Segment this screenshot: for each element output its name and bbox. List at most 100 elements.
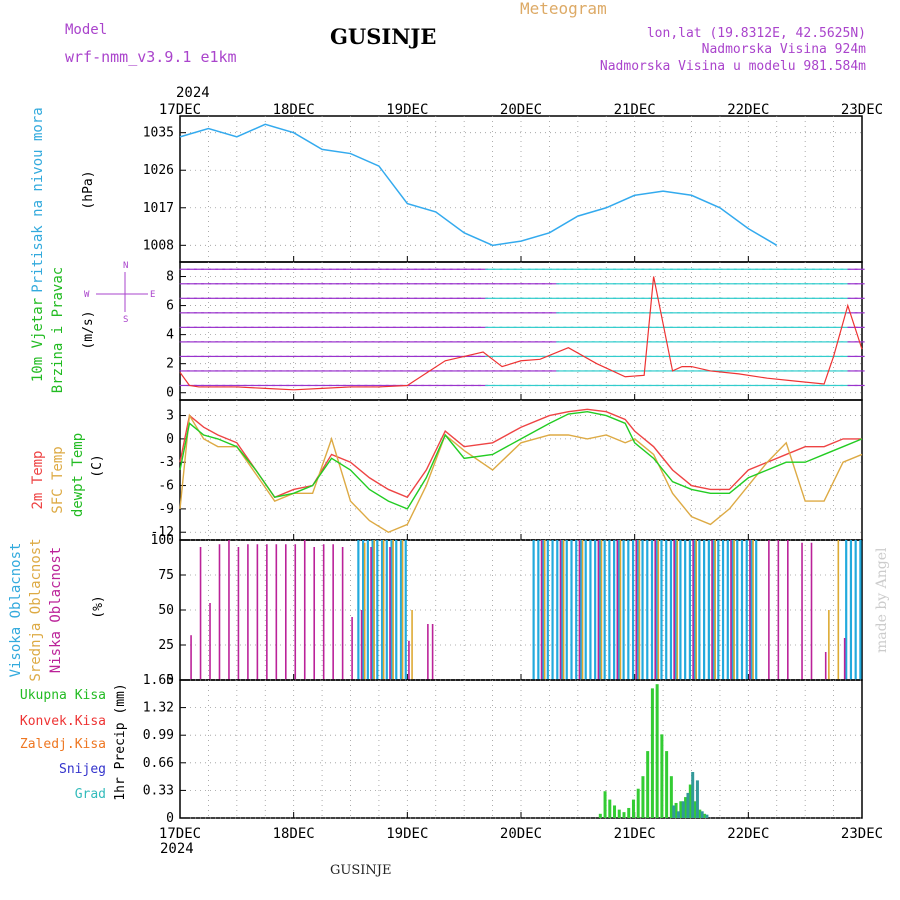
y-tick-label: 0.66 <box>143 756 174 771</box>
precip-bar <box>688 784 692 818</box>
precip-bar <box>669 776 673 818</box>
footer-station: GUSINJE <box>330 863 391 878</box>
y-tick-label: 1026 <box>143 163 174 178</box>
date-label-top: 21DEC <box>614 102 656 118</box>
precip-bar <box>622 812 626 818</box>
legend-konvek: Konvek.Kisa <box>20 714 106 729</box>
lonlat-text: lon,lat (19.8312E, 42.5625N) <box>647 26 866 41</box>
legend-ukupna: Ukupna Kisa <box>20 688 106 703</box>
precip-legend: Ukupna Kisa Konvek.Kisa Zaledj.Kisa Snij… <box>20 688 106 802</box>
precip-bar <box>627 807 631 818</box>
y-tick-label: -6 <box>158 479 174 494</box>
wind-label: 10m Vjetar <box>30 298 46 382</box>
wind-unit: (m/s) <box>81 310 96 349</box>
panel-frame <box>179 115 863 263</box>
y-tick-label: 1017 <box>143 201 174 216</box>
station-title: GUSINJE <box>330 24 436 49</box>
precip-bar <box>598 813 602 818</box>
precip-bar <box>703 813 707 818</box>
dewpt-label: dewpt Temp <box>70 433 86 517</box>
precip-bar <box>691 772 695 818</box>
pressure-panel: 1008 1017 1026 1035 <box>143 115 863 263</box>
cloudiness-panel: 0 25 50 75 100 <box>151 533 863 688</box>
y-tick-label: 0 <box>166 673 174 688</box>
wind-panel: 0 2 4 6 8 <box>166 261 865 401</box>
precip-bar <box>695 780 699 818</box>
precip-bar <box>655 684 659 818</box>
precip-bar <box>684 797 688 818</box>
date-label-bottom: 18DEC <box>273 826 315 842</box>
y-tick-label: -9 <box>158 502 174 517</box>
precip-bar <box>641 776 645 818</box>
y-tick-label: 0 <box>166 386 174 401</box>
cloud-low-label: Niska Oblacnost <box>48 547 64 673</box>
y-tick-label: 1035 <box>143 126 174 141</box>
legend-south: S <box>123 315 128 325</box>
date-label-top: 17DEC <box>159 102 201 118</box>
legend-grad: Grad <box>75 787 106 802</box>
y-tick-label: 0.99 <box>143 728 174 743</box>
legend-snijeg: Snijeg <box>59 762 106 777</box>
precip-bar <box>613 805 617 818</box>
precip-bar <box>698 809 702 818</box>
y-tick-label: 2 <box>166 357 174 372</box>
precip-bar <box>636 788 640 818</box>
temp-series-line <box>179 410 863 510</box>
date-label-top: 20DEC <box>500 102 542 118</box>
precip-bar <box>603 791 607 818</box>
precip-bar <box>693 801 697 818</box>
top-date-axis: 17DEC 18DEC 19DEC 20DEC 21DEC 22DEC 23DEC <box>159 102 883 118</box>
temp-unit: (C) <box>90 454 105 477</box>
precipitation-panel: 0 0.33 0.66 0.99 1.32 1.65 <box>143 673 863 826</box>
precip-bar <box>679 801 683 818</box>
precip-bar <box>700 811 704 818</box>
temp2m-label: 2m Temp <box>30 450 46 509</box>
model-label: Model <box>65 22 107 38</box>
y-tick-label: 75 <box>158 568 174 583</box>
precip-bar <box>650 688 654 818</box>
legend-west: W <box>84 290 90 300</box>
sfctemp-label: SFC Temp <box>50 446 66 513</box>
wind-label-2: Brzina i Pravac <box>50 267 66 393</box>
cloud-high-label: Visoka Oblacnost <box>8 543 24 678</box>
date-label-top: 22DEC <box>727 102 769 118</box>
precip-bar <box>617 809 621 818</box>
date-label-bottom: 17DEC <box>159 826 201 842</box>
y-tick-label: 6 <box>166 299 174 314</box>
credit-text: made by Angel <box>874 547 890 653</box>
wind-speed-line <box>179 276 863 391</box>
y-tick-label: 0 <box>166 432 174 447</box>
precip-unit: 1hr Precip (mm) <box>113 683 128 800</box>
precip-bar <box>686 792 690 818</box>
wind-direction-legend: N S W E <box>84 261 155 325</box>
date-label-top: 23DEC <box>841 102 883 118</box>
date-label-bottom: 19DEC <box>386 826 428 842</box>
legend-east: E <box>150 290 155 300</box>
y-tick-label: -3 <box>158 455 174 470</box>
date-label-top: 18DEC <box>273 102 315 118</box>
date-label-top: 19DEC <box>386 102 428 118</box>
date-label-bottom: 22DEC <box>727 826 769 842</box>
date-label-bottom: 21DEC <box>614 826 656 842</box>
precip-bar <box>660 734 664 818</box>
model-altitude-text: Nadmorska Visina u modelu 981.584m <box>600 59 866 74</box>
cloud-unit: (%) <box>91 595 106 618</box>
y-tick-label: 4 <box>166 328 174 343</box>
pressure-label: Pritisak na nivou mora <box>30 107 46 292</box>
y-tick-label: 8 <box>166 270 174 285</box>
precip-bar <box>631 799 635 818</box>
date-label-bottom: 23DEC <box>841 826 883 842</box>
y-tick-label: 50 <box>158 603 174 618</box>
legend-zaledj: Zaledj.Kisa <box>20 737 106 752</box>
y-tick-label: 0 <box>166 811 174 826</box>
precip-bar <box>676 811 680 818</box>
precip-bar <box>608 799 612 818</box>
altitude-text: Nadmorska Visina 924m <box>702 42 867 57</box>
y-tick-label: 1.65 <box>143 673 174 688</box>
precip-bar <box>705 814 709 818</box>
bottom-date-axis: 17DEC 18DEC 19DEC 20DEC 21DEC 22DEC 23DEC <box>159 826 883 842</box>
precip-bar <box>672 805 676 818</box>
date-label-bottom: 20DEC <box>500 826 542 842</box>
model-name: wrf-nmm_v3.9.1 e1km <box>65 48 237 66</box>
